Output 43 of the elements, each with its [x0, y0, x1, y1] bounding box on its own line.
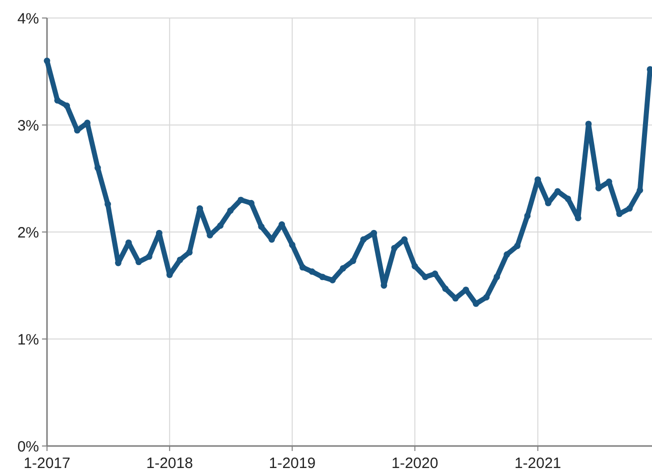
point	[360, 236, 367, 243]
point	[258, 223, 265, 230]
point	[422, 274, 428, 280]
point	[186, 249, 193, 256]
point	[94, 164, 101, 171]
point	[494, 274, 500, 280]
point	[564, 196, 572, 202]
point	[504, 251, 510, 258]
point	[636, 187, 644, 194]
point	[44, 58, 50, 64]
point	[319, 274, 326, 280]
y-tick-label: 4%	[17, 10, 39, 28]
point	[248, 200, 254, 206]
point	[289, 242, 296, 248]
point	[524, 212, 531, 220]
point	[308, 268, 316, 275]
y-tick-label: 2%	[17, 224, 39, 242]
point	[626, 205, 633, 212]
x-tick-label: 1-2021	[514, 455, 562, 472]
point	[299, 264, 306, 271]
point	[329, 276, 336, 284]
point	[442, 286, 449, 292]
point	[64, 102, 70, 109]
point	[340, 265, 346, 272]
point	[238, 196, 244, 204]
point	[54, 97, 61, 104]
x-tick-label: 1-2018	[146, 455, 193, 472]
point	[227, 207, 234, 214]
y-tick-label: 3%	[17, 117, 39, 134]
point	[146, 253, 152, 260]
point	[104, 200, 112, 208]
point	[412, 263, 418, 270]
y-tick-label: 1%	[17, 331, 39, 348]
point	[176, 256, 184, 264]
x-tick-label: 1-2017	[24, 455, 70, 472]
point	[483, 294, 490, 300]
x-tick-label: 1-2019	[268, 455, 316, 472]
y-tick-label: 0%	[17, 438, 39, 456]
point	[217, 222, 224, 229]
x-tick-label: 1-2020	[391, 455, 438, 472]
point	[350, 258, 356, 264]
point	[514, 242, 521, 250]
point	[391, 244, 398, 252]
